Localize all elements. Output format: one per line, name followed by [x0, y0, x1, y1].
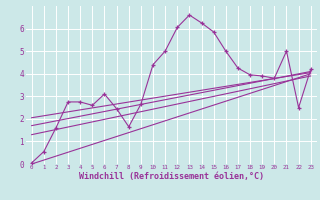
- X-axis label: Windchill (Refroidissement éolien,°C): Windchill (Refroidissement éolien,°C): [79, 172, 264, 181]
